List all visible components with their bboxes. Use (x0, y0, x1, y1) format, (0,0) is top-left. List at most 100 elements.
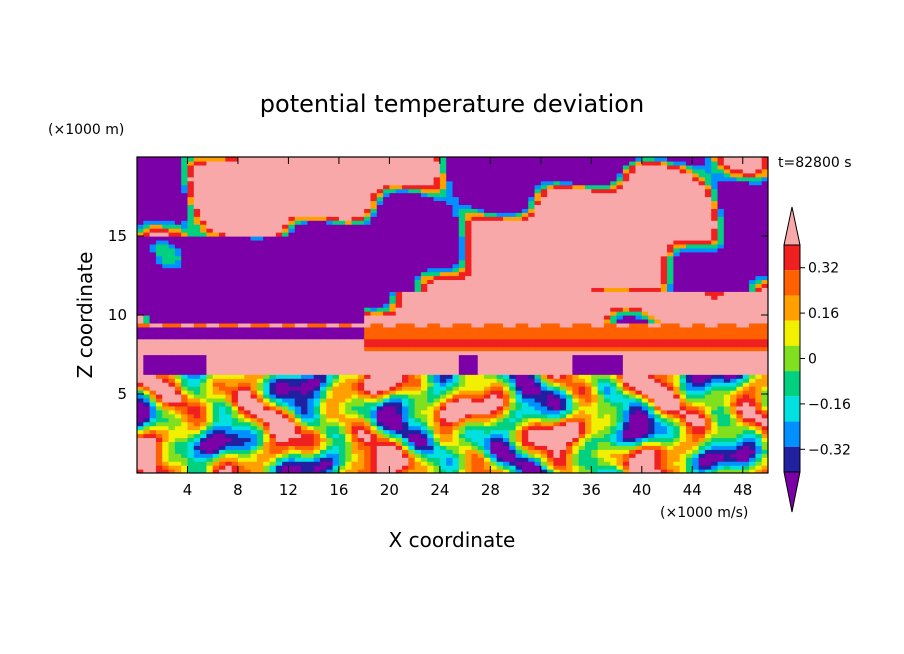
heatmap-cell (755, 322, 763, 328)
heatmap-cell (509, 307, 517, 312)
heatmap-cell (420, 362, 428, 367)
heatmap-cell (667, 453, 674, 458)
heatmap-cell (648, 382, 656, 387)
heatmap-cell (749, 386, 756, 391)
heatmap-cell (301, 421, 308, 427)
heatmap-cell (484, 370, 491, 375)
heatmap-cell (256, 283, 264, 288)
heatmap-cell (364, 338, 372, 344)
heatmap-cell (269, 425, 277, 431)
heatmap-cell (490, 303, 498, 308)
heatmap-cell (193, 378, 201, 383)
heatmap-cell (591, 326, 599, 332)
heatmap-cell (237, 457, 245, 462)
heatmap-cell (137, 421, 144, 427)
heatmap-cell (591, 429, 599, 435)
heatmap-cell (572, 401, 580, 407)
heatmap-cell (427, 465, 435, 470)
heatmap-cell (137, 417, 144, 423)
heatmap-cell (225, 413, 233, 419)
heatmap-cell (364, 421, 372, 427)
heatmap-cell (622, 417, 630, 423)
heatmap-cell (250, 421, 258, 427)
heatmap-cell (572, 354, 580, 360)
heatmap-cell (383, 433, 390, 439)
heatmap-cell (168, 303, 176, 308)
heatmap-cell (219, 437, 226, 442)
heatmap-cell (439, 429, 447, 435)
heatmap-cell (635, 303, 643, 308)
heatmap-cell (301, 374, 308, 379)
heatmap-cell (534, 318, 542, 324)
heatmap-cell (742, 390, 750, 395)
heatmap-cell (408, 441, 416, 446)
heatmap-cell (723, 449, 731, 454)
heatmap-cell (288, 397, 296, 403)
heatmap-cell (193, 441, 201, 446)
heatmap-cell (622, 366, 630, 371)
heatmap-cell (427, 342, 435, 348)
heatmap-cell (357, 283, 365, 288)
heatmap-cell (275, 386, 283, 391)
heatmap-cell (465, 366, 473, 371)
heatmap-cell (660, 287, 668, 292)
heatmap-cell (137, 457, 144, 462)
heatmap-cell (357, 421, 365, 427)
heatmap-cell (622, 279, 630, 284)
heatmap-cell (509, 397, 517, 403)
heatmap-cell (364, 445, 372, 450)
heatmap-cell (294, 307, 302, 312)
heatmap-cell (149, 397, 157, 403)
heatmap-cell (294, 330, 302, 336)
heatmap-cell (591, 469, 599, 473)
heatmap-cell (761, 295, 768, 300)
heatmap-cell (193, 382, 201, 387)
heatmap-cell (761, 350, 768, 356)
heatmap-cell (484, 405, 491, 411)
heatmap-cell (553, 390, 561, 395)
heatmap-cell (711, 409, 719, 415)
heatmap-cell (168, 449, 176, 454)
heatmap-cell (528, 342, 536, 348)
heatmap-cell (162, 378, 170, 383)
heatmap-cell (370, 445, 378, 450)
heatmap-cell (509, 346, 517, 352)
heatmap-cell (591, 390, 599, 395)
heatmap-cell (572, 457, 580, 462)
heatmap-cell (648, 287, 656, 292)
heatmap-cell (704, 350, 712, 356)
heatmap-cell (402, 453, 409, 458)
heatmap-cell (692, 354, 700, 360)
heatmap-cell (338, 303, 346, 308)
heatmap-cell (742, 287, 750, 292)
heatmap-cell (294, 350, 302, 356)
heatmap-cell (616, 275, 624, 281)
heatmap-cell (294, 374, 302, 379)
heatmap-cell (244, 358, 252, 363)
heatmap-cell (376, 338, 384, 344)
heatmap-cell (553, 311, 561, 316)
heatmap-cell (313, 394, 321, 399)
heatmap-cell (275, 299, 283, 304)
heatmap-cell (566, 417, 573, 423)
heatmap-cell (301, 401, 308, 407)
heatmap-cell (635, 358, 643, 363)
heatmap-cell (471, 401, 479, 407)
heatmap-cell (376, 397, 384, 403)
heatmap-cell (559, 311, 567, 316)
heatmap-cell (502, 299, 510, 304)
heatmap-cell (515, 449, 523, 454)
heatmap-cell (427, 413, 435, 419)
heatmap-cell (761, 429, 768, 435)
heatmap-cell (332, 394, 340, 399)
heatmap-cell (307, 303, 315, 308)
heatmap-cell (673, 342, 681, 348)
heatmap-cell (225, 421, 233, 427)
heatmap-cell (351, 390, 359, 395)
heatmap-cell (648, 315, 656, 320)
heatmap-cell (572, 342, 580, 348)
heatmap-cell (149, 417, 157, 423)
heatmap-cell (490, 330, 498, 336)
heatmap-cell (263, 394, 271, 399)
heatmap-cell (408, 326, 416, 332)
